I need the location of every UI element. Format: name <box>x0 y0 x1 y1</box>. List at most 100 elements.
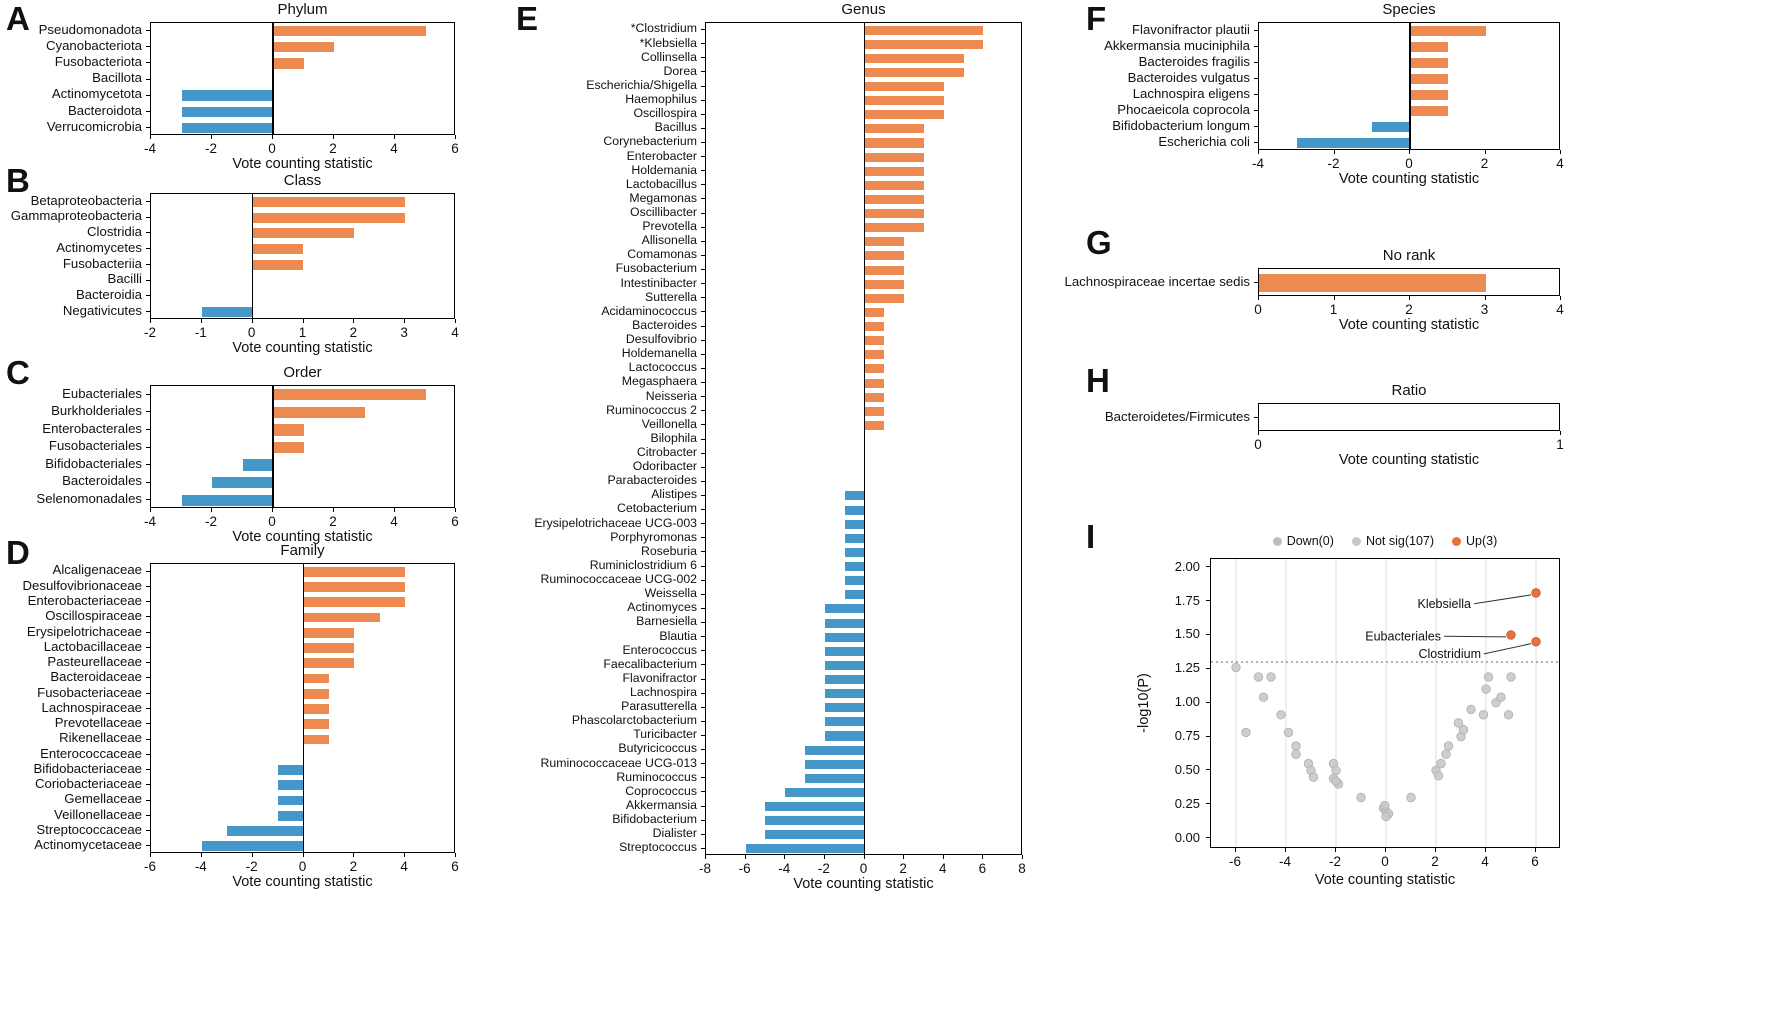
x-tick-label: 2 <box>899 861 907 876</box>
category-label: Weissella <box>644 586 697 601</box>
y-tick-mark <box>146 428 150 430</box>
x-tick-mark <box>1535 848 1536 852</box>
bar <box>227 826 304 836</box>
chart-title: Family <box>280 542 325 559</box>
bar <box>864 25 984 35</box>
bar <box>201 307 253 318</box>
y-tick-label: 0.00 <box>1174 829 1200 845</box>
bar <box>1296 137 1410 149</box>
category-label: Turicibacter <box>633 727 697 742</box>
y-tick-mark <box>701 509 705 511</box>
category-label: Lachnospira <box>630 685 697 699</box>
y-tick-mark <box>701 452 705 454</box>
x-tick-mark <box>455 853 456 857</box>
y-tick-mark <box>701 523 705 525</box>
chart-title: Class <box>283 172 322 189</box>
annotation-label: Eubacteriales <box>1365 629 1441 643</box>
category-label: Fusobacteriaceae <box>37 684 142 700</box>
bar <box>765 802 865 812</box>
category-label: Enterococcus <box>622 642 697 657</box>
x-tick-mark <box>1484 296 1486 300</box>
bar <box>303 597 406 608</box>
bar <box>844 505 865 515</box>
x-tick-label: -4 <box>1251 156 1264 171</box>
x-tick-mark <box>823 855 825 859</box>
scatter-point-not-sig <box>1291 741 1301 751</box>
bar <box>864 124 924 134</box>
y-tick-mark <box>701 791 705 793</box>
plot-area <box>1258 22 1560 150</box>
category-label: *Clostridium <box>630 21 697 36</box>
y-tick-mark <box>701 763 705 765</box>
y-tick-mark <box>701 410 705 412</box>
bar <box>824 632 865 642</box>
scatter-point-up <box>1531 588 1541 598</box>
category-label: Flavonifractor plautii <box>1131 21 1250 37</box>
bar <box>303 643 355 653</box>
x-tick-label: 2 <box>1431 854 1439 869</box>
bar <box>864 265 905 275</box>
bar <box>1410 41 1448 53</box>
bar <box>1410 57 1448 69</box>
panel-letter: I <box>1086 518 1096 555</box>
x-tick-mark <box>1560 296 1561 300</box>
y-tick-mark <box>1254 417 1258 418</box>
panel-letter: D <box>6 534 30 571</box>
category-label: Actinomycetota <box>51 86 142 102</box>
category-label: Bifidobacterium <box>612 812 697 827</box>
y-tick-mark <box>146 662 150 664</box>
y-tick-mark <box>701 565 705 567</box>
y-tick-mark <box>1254 30 1258 31</box>
legend-item: Not sig(107) <box>1351 534 1434 548</box>
y-tick-mark <box>1206 735 1210 737</box>
y-tick-mark <box>146 279 150 281</box>
bar <box>278 765 304 775</box>
x-tick-mark <box>455 135 456 139</box>
scatter-point-not-sig <box>1458 725 1469 735</box>
y-tick-mark <box>1206 769 1210 771</box>
category-label: Enterobacter <box>626 148 697 163</box>
category-label: Roseburia <box>640 543 697 558</box>
x-tick-mark <box>333 135 334 139</box>
x-tick-label: 6 <box>1531 854 1539 869</box>
category-label: Holdemania <box>631 162 697 177</box>
x-tick-label: -2 <box>143 325 156 340</box>
y-tick-mark <box>701 579 705 581</box>
category-label: Oscillospiraceae <box>45 608 142 624</box>
y-tick-mark <box>701 29 705 31</box>
y-tick-mark <box>146 62 150 64</box>
x-tick-mark <box>394 135 395 139</box>
category-label: Escherichia coli <box>1158 133 1250 149</box>
y-tick-mark <box>701 311 705 313</box>
category-label: Ruminococcus <box>616 769 697 784</box>
category-label: Alistipes <box>651 487 697 502</box>
bar <box>273 389 426 401</box>
y-tick-mark <box>146 499 150 501</box>
x-tick-mark <box>272 508 273 512</box>
x-tick-mark <box>302 319 304 323</box>
y-tick-mark <box>701 142 705 143</box>
x-tick-mark <box>150 508 151 512</box>
y-tick-mark <box>146 692 150 694</box>
y-tick-mark <box>701 551 705 553</box>
chart-title: Phylum <box>277 1 328 18</box>
y-tick-mark <box>701 833 705 835</box>
category-label: Actinomycetaceae <box>34 837 142 853</box>
category-label: Barnesiella <box>636 614 697 629</box>
legend-dot-icon <box>1272 536 1282 546</box>
annotation-label: Clostridium <box>1418 647 1481 661</box>
bar <box>212 477 273 489</box>
x-tick-label: 0 <box>1254 302 1262 317</box>
x-tick-mark <box>863 855 865 859</box>
y-tick-mark <box>1206 803 1210 805</box>
x-tick-mark <box>353 319 355 323</box>
zero-axis-line <box>863 23 866 854</box>
x-tick-label: 1 <box>1556 437 1564 452</box>
y-tick-mark <box>701 819 705 821</box>
category-label: Fusobacteriia <box>62 255 142 271</box>
bar <box>864 152 924 162</box>
